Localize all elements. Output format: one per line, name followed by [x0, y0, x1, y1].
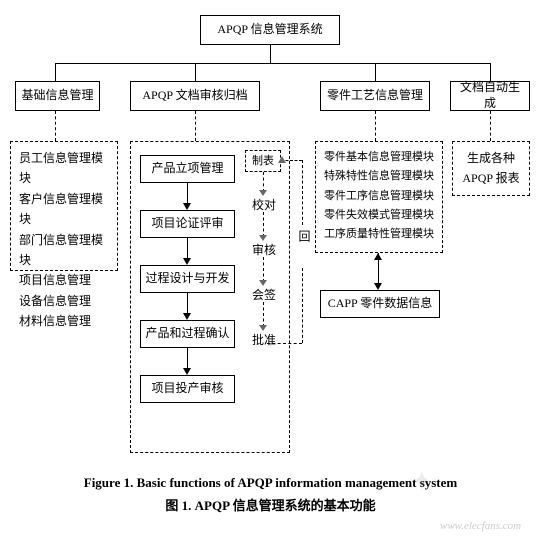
connector-dashed — [263, 302, 264, 327]
connector — [270, 45, 271, 63]
connector — [490, 63, 491, 81]
branch-label: 文档自动生成 — [455, 80, 525, 111]
step-4: 产品和过程确认 — [140, 320, 235, 348]
step-5: 项目投产审核 — [140, 375, 235, 403]
review-4: 会签 — [252, 286, 276, 303]
connector — [195, 63, 196, 81]
col3-list: 零件基本信息管理模块 特殊特性信息管理模块 零件工序信息管理模块 零件失效模式管… — [320, 144, 438, 248]
connector — [187, 293, 188, 315]
arrow-up-icon — [374, 253, 382, 260]
connector-dashed — [263, 257, 264, 282]
arrow-down-icon — [183, 368, 191, 375]
review-2: 校对 — [252, 196, 276, 213]
list-item: 工序质量特性管理模块 — [324, 225, 434, 244]
connector-dashed — [302, 268, 303, 343]
step-label: 产品立项管理 — [151, 161, 223, 177]
col3-container: 零件基本信息管理模块 特殊特性信息管理模块 零件工序信息管理模块 零件失效模式管… — [315, 141, 443, 253]
branch-label: APQP 文档审核归档 — [142, 88, 247, 104]
arrow-down-icon — [183, 313, 191, 320]
col4-list: 生成各种 APQP 报表 — [457, 144, 525, 193]
arrow-up-icon — [278, 156, 286, 163]
branch-apqp-doc: APQP 文档审核归档 — [130, 81, 260, 111]
caption-en: Figure 1. Basic functions of APQP inform… — [0, 475, 541, 491]
connector-dashed — [55, 111, 56, 141]
connector — [187, 183, 188, 205]
list-item: 特殊特性信息管理模块 — [324, 167, 434, 186]
col1-list: 员工信息管理模块 客户信息管理模块 部门信息管理模块 项目信息管理 设备信息管理… — [15, 144, 113, 336]
connector — [187, 348, 188, 370]
col1-container: 员工信息管理模块 客户信息管理模块 部门信息管理模块 项目信息管理 设备信息管理… — [10, 141, 118, 271]
connector-dashed — [263, 172, 264, 192]
step-1: 产品立项管理 — [140, 155, 235, 183]
list-item: 材料信息管理 — [19, 311, 109, 331]
branch-doc-gen: 文档自动生成 — [450, 81, 530, 111]
list-item: 员工信息管理模块 — [19, 148, 109, 189]
caption-cn: 图 1. APQP 信息管理系统的基本功能 — [0, 495, 541, 514]
branch-part-process: 零件工艺信息管理 — [320, 81, 430, 111]
list-item: 生成各种 — [461, 148, 521, 168]
connector — [375, 63, 376, 81]
branch-label: 基础信息管理 — [21, 88, 93, 104]
watermark-text: www.elecfans.com — [440, 520, 521, 532]
branch-basic-info: 基础信息管理 — [15, 81, 100, 111]
step-label: 过程设计与开发 — [145, 271, 229, 287]
capp-box: CAPP 零件数据信息 — [320, 290, 440, 318]
list-item: 项目信息管理 — [19, 270, 109, 290]
arrow-down-icon — [183, 203, 191, 210]
connector-dashed — [490, 111, 491, 141]
list-item: 设备信息管理 — [19, 291, 109, 311]
connector-dashed — [375, 111, 376, 141]
list-item: 客户信息管理模块 — [19, 189, 109, 230]
watermark-logo: ✦ — [410, 465, 433, 499]
step-label: 产品和过程确认 — [145, 326, 229, 342]
list-item: APQP 报表 — [461, 168, 521, 188]
list-item: 零件基本信息管理模块 — [324, 148, 434, 167]
review-label: 制表 — [252, 154, 274, 168]
connector-dashed — [302, 160, 303, 225]
list-item: 部门信息管理模块 — [19, 230, 109, 271]
branch-label: 零件工艺信息管理 — [327, 88, 423, 104]
capp-label: CAPP 零件数据信息 — [328, 296, 433, 312]
step-2: 项目论证评审 — [140, 210, 235, 238]
connector-dashed — [263, 212, 264, 237]
review-1: 制表 — [245, 150, 281, 172]
col4-container: 生成各种 APQP 报表 — [452, 141, 530, 196]
connector — [187, 238, 188, 260]
arrow-down-icon — [374, 283, 382, 290]
review-5: 批准 — [252, 331, 276, 348]
arrow-down-icon — [183, 258, 191, 265]
list-item: 零件工序信息管理模块 — [324, 187, 434, 206]
connector — [55, 63, 490, 64]
connector-dashed — [195, 111, 196, 141]
list-item: 零件失效模式管理模块 — [324, 206, 434, 225]
step-3: 过程设计与开发 — [140, 265, 235, 293]
root-label: APQP 信息管理系统 — [217, 22, 322, 38]
connector — [55, 63, 56, 81]
root-node: APQP 信息管理系统 — [200, 15, 340, 45]
step-label: 项目论证评审 — [151, 216, 223, 232]
step-label: 项目投产审核 — [151, 381, 223, 397]
review-3: 审核 — [252, 241, 276, 258]
connector-dashed — [267, 343, 302, 344]
